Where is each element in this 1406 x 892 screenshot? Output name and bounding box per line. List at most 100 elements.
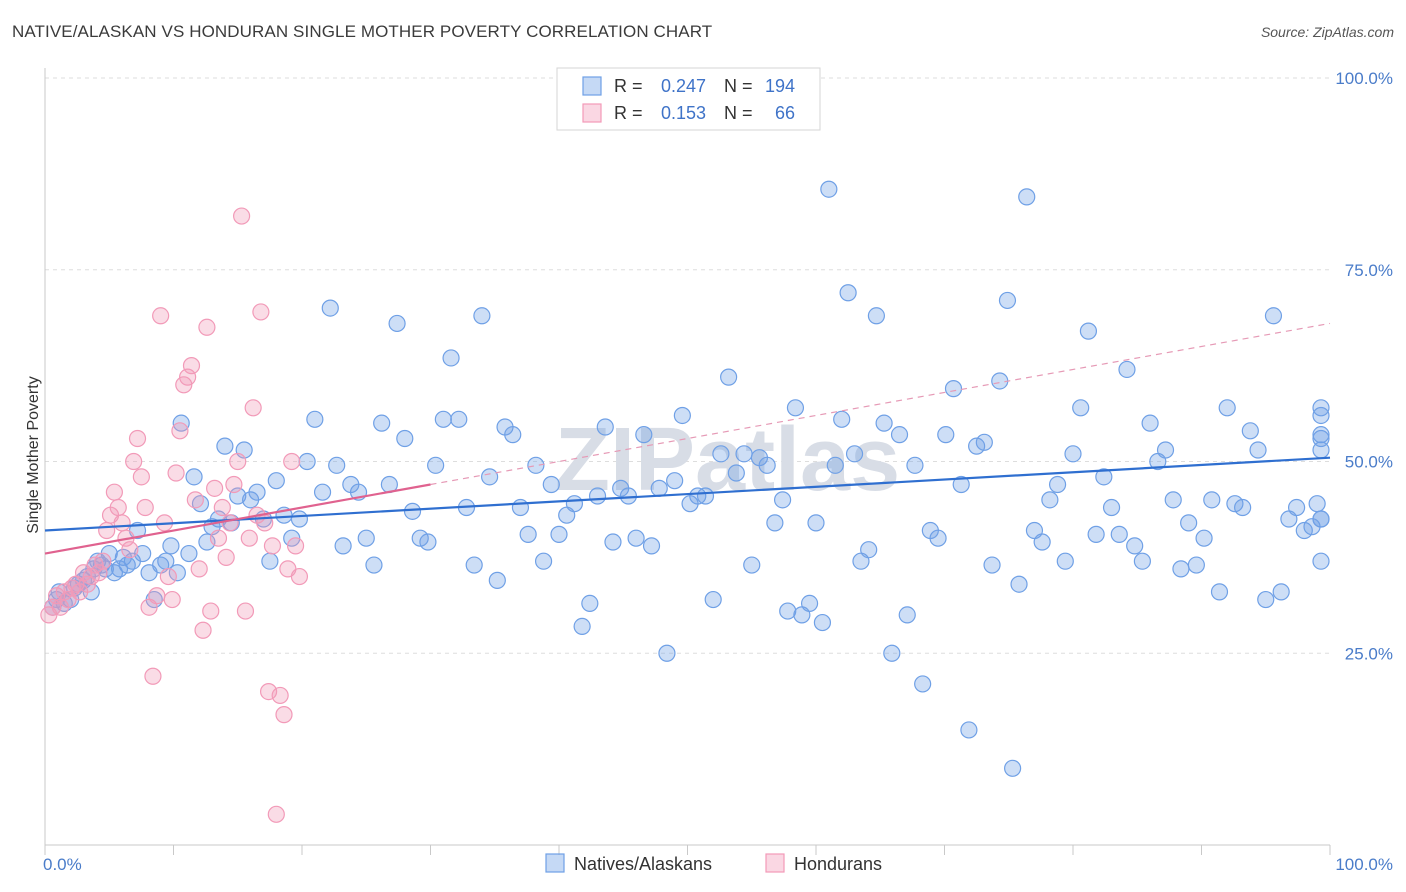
data-point: [1033, 533, 1051, 551]
data-point: [712, 445, 730, 463]
data-point: [1312, 399, 1330, 417]
data-point: [743, 556, 761, 574]
data-point: [1287, 498, 1306, 517]
data-point: [162, 537, 180, 555]
data-point: [128, 429, 147, 448]
data-point: [1048, 475, 1067, 494]
data-point: [983, 556, 1001, 574]
data-point: [229, 452, 247, 471]
series-hondurans: [40, 207, 309, 823]
data-point: [1164, 491, 1182, 509]
stats-r-value: 0.153: [661, 103, 706, 123]
x-tick-label: 0.0%: [43, 855, 82, 874]
data-point: [1210, 583, 1229, 601]
data-point: [109, 498, 127, 517]
data-point: [209, 529, 228, 547]
y-tick-label: 100.0%: [1335, 69, 1393, 88]
data-point: [1110, 525, 1128, 543]
data-point: [758, 456, 776, 474]
data-point: [136, 498, 154, 517]
data-point: [883, 644, 901, 662]
data-point: [167, 464, 185, 482]
data-point: [1203, 491, 1221, 509]
series-layer: [40, 180, 1330, 823]
data-point: [132, 468, 150, 486]
data-point: [1079, 322, 1098, 340]
data-point: [261, 552, 279, 570]
data-point: [182, 357, 201, 375]
data-point: [152, 307, 170, 325]
data-point: [163, 590, 181, 609]
data-point: [216, 437, 234, 455]
data-point: [290, 567, 309, 586]
data-point: [565, 495, 584, 513]
data-point: [839, 284, 857, 302]
data-point: [1156, 441, 1175, 459]
data-point: [267, 472, 285, 490]
y-axis-title: Single Mother Poverty: [25, 376, 42, 533]
data-point: [1312, 510, 1330, 528]
data-point: [213, 498, 231, 517]
data-point: [1126, 537, 1144, 555]
data-point: [271, 686, 289, 705]
data-point: [1249, 441, 1267, 459]
data-point: [944, 380, 963, 398]
data-point: [1133, 552, 1151, 570]
stats-r-value: 0.247: [661, 76, 706, 96]
data-point: [807, 514, 825, 532]
data-point: [1095, 468, 1113, 486]
y-tick-labels: 100.0% 75.0% 50.0% 25.0%: [1335, 69, 1393, 663]
data-point: [867, 307, 885, 325]
data-point: [134, 544, 152, 563]
data-point: [1118, 360, 1136, 379]
data-point: [411, 529, 429, 547]
data-point: [519, 525, 537, 543]
data-point: [321, 299, 339, 317]
data-point: [1226, 495, 1244, 513]
stats-r-label: R =: [614, 76, 643, 96]
data-point: [968, 437, 986, 455]
data-point: [1308, 495, 1326, 513]
data-point: [159, 567, 177, 586]
y-tick-label: 25.0%: [1345, 644, 1393, 663]
source-credit: Source: ZipAtlas.com: [1260, 24, 1394, 40]
data-point: [396, 429, 414, 448]
data-point: [217, 548, 235, 566]
data-point: [666, 472, 684, 490]
data-point: [960, 721, 978, 739]
data-point: [313, 483, 332, 501]
data-point: [198, 318, 216, 336]
data-point: [619, 487, 637, 505]
data-point: [813, 613, 832, 632]
data-point: [845, 445, 864, 463]
data-point: [975, 433, 993, 451]
data-point: [434, 410, 452, 428]
data-point: [221, 514, 239, 532]
data-point: [1312, 426, 1330, 444]
data-point: [105, 483, 123, 501]
data-point: [1056, 552, 1074, 570]
data-point: [144, 667, 162, 685]
data-point: [1234, 498, 1252, 517]
series-natives-alaskans: [44, 180, 1330, 777]
data-point: [588, 487, 607, 505]
data-point: [190, 560, 208, 578]
data-point: [937, 426, 955, 444]
data-point: [573, 617, 591, 636]
data-point: [1018, 188, 1036, 206]
data-point: [263, 537, 282, 555]
data-point: [914, 675, 932, 693]
data-point: [121, 541, 139, 559]
data-point: [875, 414, 893, 432]
chart-title: NATIVE/ALASKAN VS HONDURAN SINGLE MOTHER…: [12, 22, 713, 41]
data-point: [604, 533, 622, 551]
data-point: [113, 514, 131, 532]
data-point: [328, 456, 346, 474]
data-point: [727, 464, 745, 482]
data-point: [290, 510, 309, 528]
data-point: [1087, 525, 1105, 543]
trend-extension-hondurans: [430, 322, 1331, 486]
y-tick-label: 75.0%: [1345, 261, 1393, 280]
data-point: [1195, 529, 1213, 547]
